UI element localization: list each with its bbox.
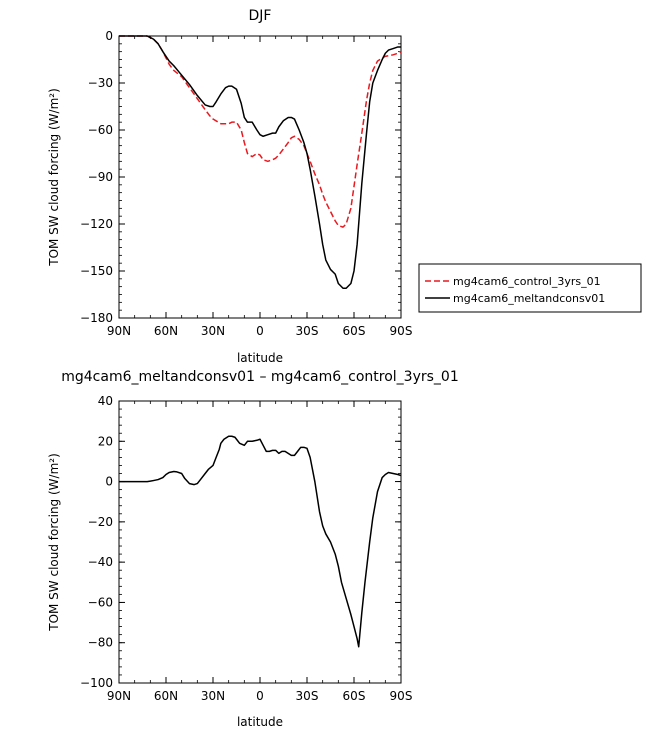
legend-label-meltandconsv: mg4cam6_meltandconsv01 [453, 292, 605, 305]
y-tick-label: 0 [105, 29, 113, 43]
x-tick-label: 90S [390, 689, 413, 703]
top-chart-plot-frame [118, 35, 402, 319]
x-tick-label: 60N [154, 324, 178, 338]
y-tick-label: −180 [80, 311, 113, 325]
series-line-mg4cam6-control-3yrs-01 [119, 35, 402, 228]
top-chart-y-axis-label: TOM SW cloud forcing (W/m²) [47, 88, 61, 267]
y-tick-label: 0 [105, 475, 113, 489]
x-tick-label: 30N [201, 324, 225, 338]
y-tick-label: −100 [80, 676, 113, 690]
x-tick-label: 60S [343, 324, 366, 338]
bottom-chart-series [119, 435, 402, 648]
y-tick-label: −80 [88, 636, 113, 650]
series-line-mg4cam6-meltandconsv01 [119, 35, 401, 289]
top-chart-x-axis-label: latitude [237, 351, 283, 365]
x-tick-label: 30S [296, 324, 319, 338]
x-tick-label: 90N [107, 689, 131, 703]
x-tick-label: 0 [256, 689, 264, 703]
bottom-chart-x-axis-label: latitude [237, 715, 283, 729]
bottom-chart: mg4cam6_meltandconsv01 – mg4cam6_control… [47, 369, 459, 729]
y-tick-label: 20 [98, 434, 113, 448]
x-tick-label: 60S [343, 689, 366, 703]
top-chart: DJF 90N 60N 30N 0 30S 60S 90S 0 −30 −60 −90 −120 −15… [47, 8, 642, 365]
top-chart-title: DJF [249, 8, 272, 24]
y-tick-label: 40 [98, 394, 113, 408]
bottom-chart-y-axis-label: TOM SW cloud forcing (W/m²) [47, 453, 61, 632]
bottom-chart-ticks: 90N 60N 30N 0 30S 60S 90S 40 20 0 −20 −40 −60 −80 −100 [80, 394, 412, 703]
y-tick-label: −60 [88, 123, 113, 137]
y-tick-label: −120 [80, 217, 113, 231]
series-line-difference [119, 435, 402, 648]
y-tick-label: −150 [80, 264, 113, 278]
x-tick-label: 60N [154, 689, 178, 703]
legend-label-control: mg4cam6_control_3yrs_01 [453, 275, 601, 288]
y-tick-label: −40 [88, 555, 113, 569]
top-chart-legend: mg4cam6_control_3yrs_01 mg4cam6_meltandc… [418, 263, 642, 313]
x-tick-label: 30S [296, 689, 319, 703]
y-tick-label: −90 [88, 170, 113, 184]
legend-frame [418, 263, 642, 313]
x-tick-label: 90N [107, 324, 131, 338]
x-tick-label: 30N [201, 689, 225, 703]
top-chart-series [119, 35, 402, 289]
y-tick-label: −60 [88, 595, 113, 609]
top-chart-ticks: 90N 60N 30N 0 30S 60S 90S 0 −30 −60 −90 −120 −150 −18… [80, 29, 412, 338]
x-tick-label: 90S [390, 324, 413, 338]
y-tick-label: −30 [88, 76, 113, 90]
y-tick-label: −20 [88, 515, 113, 529]
bottom-chart-title: mg4cam6_meltandconsv01 – mg4cam6_control… [61, 369, 459, 385]
x-tick-label: 0 [256, 324, 264, 338]
